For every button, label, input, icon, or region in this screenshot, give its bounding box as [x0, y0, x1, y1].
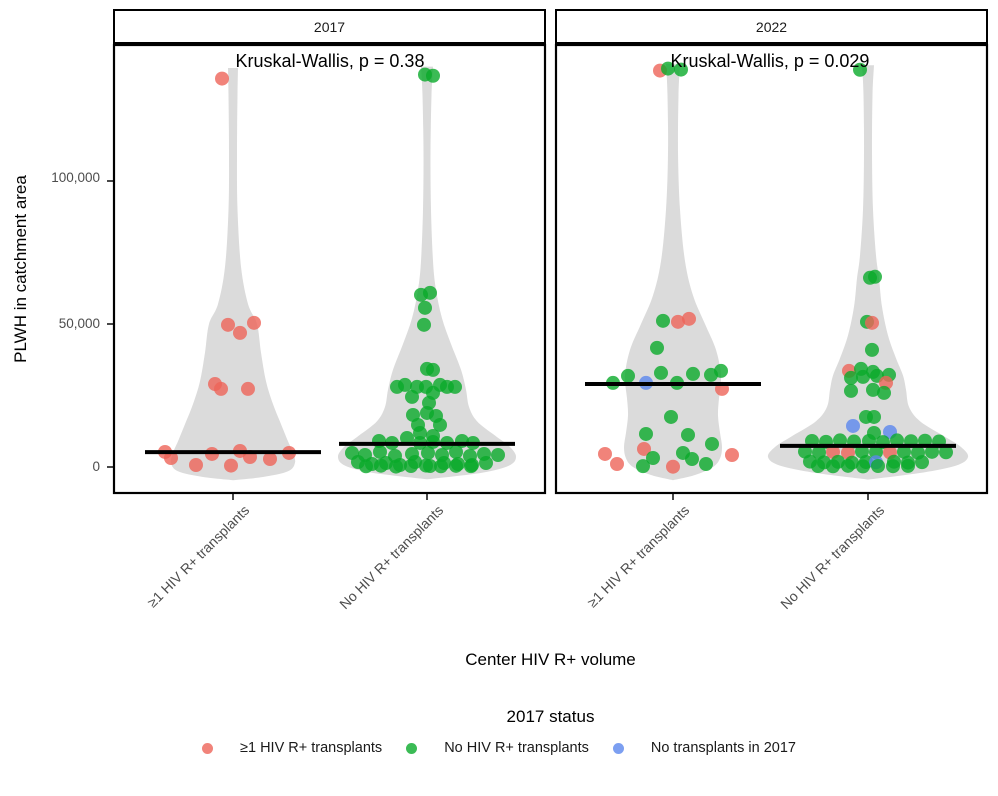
legend-item: No transplants in 2017	[612, 740, 796, 756]
legend-dot-green-icon	[406, 742, 418, 754]
facet-strip-2017: 2017	[114, 10, 545, 43]
facet-label: 2017	[313, 18, 346, 35]
facet-label: 2022	[755, 18, 788, 35]
y-tick-label-0: 0	[92, 458, 100, 474]
legend-title: 2017 status	[506, 707, 595, 726]
legend-item: ≥1 HIV R+ transplants	[202, 740, 382, 756]
legend-dot-salmon-icon	[202, 742, 214, 754]
y-tick-label-100000: 100,000	[51, 169, 100, 185]
x-axis-title: Center HIV R+ volume	[465, 650, 636, 669]
kruskal-wallis-annotation-2017: Kruskal-Wallis, p = 0.38	[235, 51, 425, 71]
legend-dot-blue-icon	[612, 742, 624, 754]
y-axis-title: PLWH in catchment area	[11, 175, 30, 363]
y-tick-label-50000: 50,000	[58, 315, 100, 331]
kruskal-wallis-annotation-2022: Kruskal-Wallis, p = 0.029	[670, 51, 870, 71]
legend-item: No HIV R+ transplants	[406, 740, 589, 756]
facet-strip-2022: 2022	[556, 10, 987, 43]
legend: ≥1 HIV R+ transplants No HIV R+ transpla…	[0, 740, 998, 756]
